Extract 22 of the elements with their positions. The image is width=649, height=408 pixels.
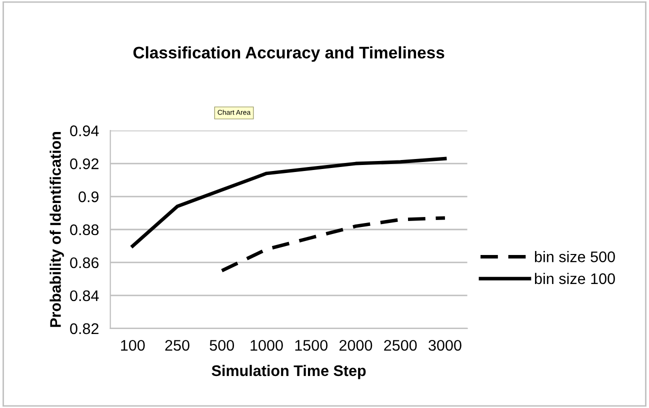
y-tick-label: 0.82: [70, 323, 98, 334]
y-tick-label: 0.9: [78, 191, 98, 202]
chart-title: Classification Accuracy and Timeliness: [133, 46, 444, 62]
legend-label: bin size 500: [534, 251, 615, 262]
y-tick-label: 0.88: [70, 224, 99, 236]
y-tick-label: 0.94: [70, 125, 99, 136]
x-tick-label: 100: [121, 340, 145, 351]
x-tick-label: 3000: [428, 340, 462, 351]
x-axis-title: Simulation Time Step: [212, 364, 366, 380]
x-tick-label: 2500: [384, 340, 417, 351]
x-tick-label: 500: [210, 340, 234, 351]
y-tick-label: 0.86: [70, 257, 99, 268]
x-tick-label: 1500: [295, 340, 328, 351]
y-tick-label: 0.92: [70, 158, 98, 170]
line-series: [220, 216, 447, 272]
x-tick-label: 2000: [340, 340, 372, 351]
legend-label: bin size 100: [534, 272, 615, 284]
x-tick-label: 1000: [250, 340, 283, 351]
x-tick-label: 250: [165, 340, 190, 351]
y-axis-title: Probability of Identification: [50, 132, 64, 327]
line-series: [130, 156, 447, 248]
y-tick-label: 0.84: [70, 290, 99, 302]
